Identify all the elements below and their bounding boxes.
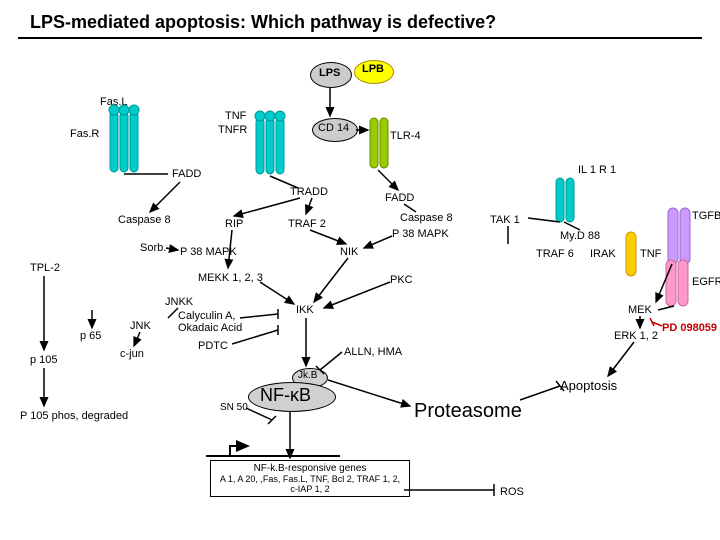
p105d-label: P 105 phos, degraded	[20, 410, 128, 422]
tak1-label: TAK 1	[490, 214, 520, 226]
ikk-label: IKK	[296, 304, 314, 316]
genes-box: NF-k.B-responsive genes A 1, A 20, ,Fas,…	[210, 460, 410, 497]
nik-label: NIK	[340, 246, 358, 258]
tnf-side-label: TNF	[640, 248, 661, 260]
page-title: LPS-mediated apoptosis: Which pathway is…	[30, 12, 496, 33]
pkc-label: PKC	[390, 274, 413, 286]
tradd-label: TRADD	[290, 186, 328, 198]
sorb-label: Sorb.	[140, 242, 166, 254]
myd88-label: My.D 88	[560, 230, 600, 242]
fasr-label: Fas.R	[70, 128, 99, 140]
erk-label: ERK 1, 2	[614, 330, 658, 342]
ros-label: ROS	[500, 486, 524, 498]
traf6-label: TRAF 6	[536, 248, 574, 260]
apoptosis-label: Apoptosis	[560, 378, 617, 393]
jnk-label: JNK	[130, 320, 151, 332]
genes-list: A 1, A 20, ,Fas, Fas.L, TNF, Bcl 2, TRAF…	[215, 474, 405, 494]
cjun-label: c-jun	[120, 348, 144, 360]
fasl-label: Fas.L	[100, 96, 128, 108]
lps-label: LPS	[319, 67, 340, 79]
lpb-label: LPB	[362, 63, 384, 75]
fadd2-label: FADD	[385, 192, 414, 204]
irak-label: IRAK	[590, 248, 616, 260]
traf2-label: TRAF 2	[288, 218, 326, 230]
proteasome-label: Proteasome	[414, 400, 522, 423]
mekk-label: MEKK 1, 2, 3	[198, 272, 263, 284]
fadd1-label: FADD	[172, 168, 201, 180]
p65-label: p 65	[80, 330, 101, 342]
casp8a-label: Caspase 8	[118, 214, 171, 226]
rip-label: RIP	[225, 218, 243, 230]
jkb-label: Jk.B	[298, 370, 317, 381]
tpl2-label: TPL-2	[30, 262, 60, 274]
mek-label: MEK	[628, 304, 652, 316]
okad-label: Okadaic Acid	[178, 322, 242, 334]
egfr-label: EGFR	[692, 276, 720, 288]
cd14-label: CD 14	[318, 122, 349, 134]
p105-label: p 105	[30, 354, 58, 366]
jnkk-label: JNKK	[165, 296, 193, 308]
sn50-label: SN 50	[220, 402, 248, 413]
caly-label: Calyculin A,	[178, 310, 235, 322]
pd-label: PD 098059	[662, 322, 717, 334]
pdtc-label: PDTC	[198, 340, 228, 352]
tnf-label: TNF	[225, 110, 246, 122]
tnfr-label: TNFR	[218, 124, 247, 136]
p38mapk-b-label: P 38 MAPK	[392, 228, 449, 240]
tlr4-label: TLR-4	[390, 130, 421, 142]
casp8b-label: Caspase 8	[400, 212, 453, 224]
tgfbr-label: TGFBR	[692, 210, 720, 222]
alln-label: ALLN, HMA	[344, 346, 402, 358]
title-underline	[18, 37, 702, 39]
il1r1-label: IL 1 R 1	[578, 164, 616, 176]
p38mapk-a-label: P 38 MAPK	[180, 246, 237, 258]
nfkb-label: NF-κB	[260, 385, 311, 406]
genes-title: NF-k.B-responsive genes	[215, 463, 405, 474]
